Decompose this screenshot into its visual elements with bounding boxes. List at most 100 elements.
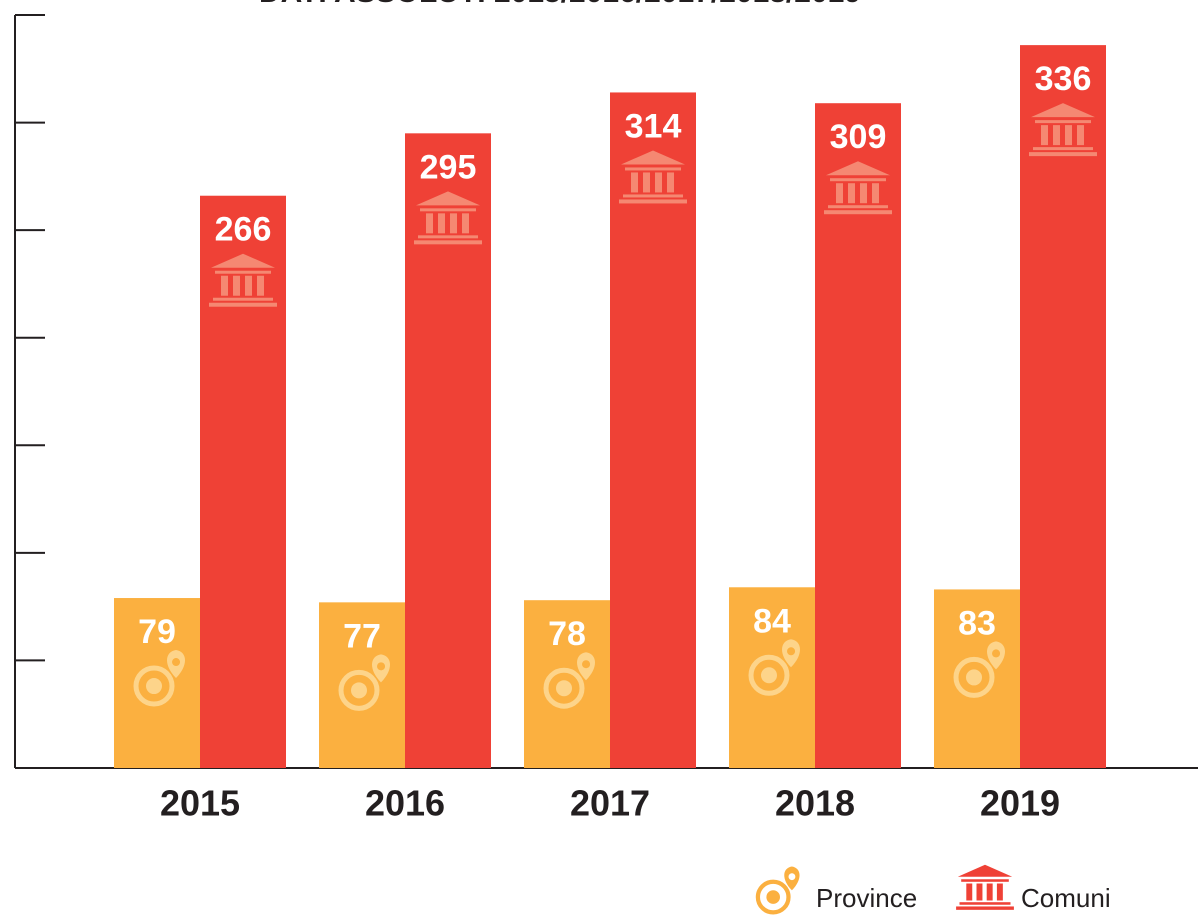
- icon-part: [957, 864, 1013, 877]
- icon-part: [828, 205, 888, 209]
- icon-part: [755, 879, 791, 915]
- icon-part: [956, 906, 1014, 910]
- icon-part: [1029, 152, 1097, 157]
- icon-part: [233, 275, 240, 296]
- icon-part: [556, 680, 572, 697]
- value-label: 336: [1035, 60, 1092, 98]
- building-icon: [1029, 103, 1097, 157]
- icon-part: [826, 161, 890, 176]
- icon-part: [213, 297, 273, 301]
- icon-part: [416, 191, 480, 206]
- icon-part: [211, 253, 275, 268]
- icon-part: [655, 172, 662, 193]
- icon-part: [577, 652, 595, 681]
- icon-part: [623, 194, 683, 198]
- icon-part: [824, 210, 892, 215]
- icon-part: [961, 879, 1009, 882]
- pin-icon: [953, 641, 1005, 698]
- pin-icon: [748, 639, 800, 696]
- icon-part: [748, 654, 790, 696]
- icon-part: [420, 208, 476, 212]
- icon-part: [830, 178, 886, 182]
- icon-part: [953, 656, 995, 698]
- icon-part: [872, 183, 879, 204]
- icon-part: [133, 665, 175, 707]
- value-label: 309: [830, 118, 887, 156]
- icon-part: [761, 667, 777, 684]
- icon-part: [462, 213, 469, 234]
- building-icon: [956, 864, 1014, 910]
- value-label: 295: [420, 148, 477, 186]
- value-label: 266: [215, 211, 272, 249]
- chart-title: DATI ASSOLUTI 2015/2016/2017/2018/2019: [259, 0, 861, 9]
- icon-part: [418, 235, 478, 239]
- x-tick-label: 2019: [980, 783, 1060, 824]
- pin-icon: [543, 652, 595, 709]
- x-tick-label: 2017: [570, 783, 650, 824]
- icon-part: [996, 883, 1003, 901]
- icon-part: [766, 890, 780, 904]
- icon-part: [372, 654, 390, 683]
- icon-part: [987, 641, 1005, 670]
- building-icon: [824, 161, 892, 215]
- pin-icon: [338, 654, 390, 711]
- icon-part: [667, 172, 674, 193]
- icon-part: [543, 667, 585, 709]
- icon-part: [450, 213, 457, 234]
- icon-part: [257, 275, 264, 296]
- bar: [1020, 45, 1106, 769]
- pin-icon: [755, 866, 800, 915]
- icon-part: [1033, 147, 1093, 151]
- legend-label: Province: [816, 883, 917, 913]
- icon-part: [245, 275, 252, 296]
- building-icon: [619, 150, 687, 204]
- icon-part: [1065, 125, 1072, 146]
- icon-part: [1077, 125, 1084, 146]
- icon-part: [619, 199, 687, 204]
- icon-part: [625, 167, 681, 171]
- bar: [610, 92, 696, 769]
- icon-part: [426, 213, 433, 234]
- icon-part: [860, 183, 867, 204]
- icon-part: [209, 302, 277, 307]
- bar: [405, 133, 491, 769]
- icon-part: [1031, 103, 1095, 118]
- building-icon: [209, 253, 277, 307]
- icon-part: [414, 240, 482, 245]
- icon-part: [782, 639, 800, 668]
- icon-part: [338, 669, 380, 711]
- icon-part: [167, 650, 185, 679]
- value-label: 79: [138, 613, 176, 651]
- icon-part: [1053, 125, 1060, 146]
- icon-part: [966, 883, 973, 901]
- icon-part: [1035, 120, 1091, 124]
- icon-part: [351, 682, 367, 699]
- value-label: 78: [548, 615, 586, 653]
- pin-icon: [133, 650, 185, 707]
- icon-part: [784, 866, 800, 891]
- legend-label: Comuni: [1021, 883, 1111, 913]
- building-icon: [414, 191, 482, 245]
- icon-part: [966, 669, 982, 686]
- icon-part: [959, 902, 1011, 905]
- x-tick-label: 2018: [775, 783, 855, 824]
- value-label: 77: [343, 617, 381, 655]
- icon-part: [1041, 125, 1048, 146]
- icon-part: [643, 172, 650, 193]
- bar: [815, 103, 901, 769]
- icon-part: [438, 213, 445, 234]
- value-label: 84: [753, 602, 791, 640]
- bar: [200, 195, 286, 769]
- icon-part: [621, 150, 685, 165]
- icon-part: [848, 183, 855, 204]
- icon-part: [986, 883, 993, 901]
- x-tick-label: 2016: [365, 783, 445, 824]
- value-label: 314: [625, 107, 682, 145]
- icon-part: [631, 172, 638, 193]
- icon-part: [146, 678, 162, 695]
- icon-part: [976, 883, 983, 901]
- value-label: 83: [958, 604, 996, 642]
- x-tick-label: 2015: [160, 783, 240, 824]
